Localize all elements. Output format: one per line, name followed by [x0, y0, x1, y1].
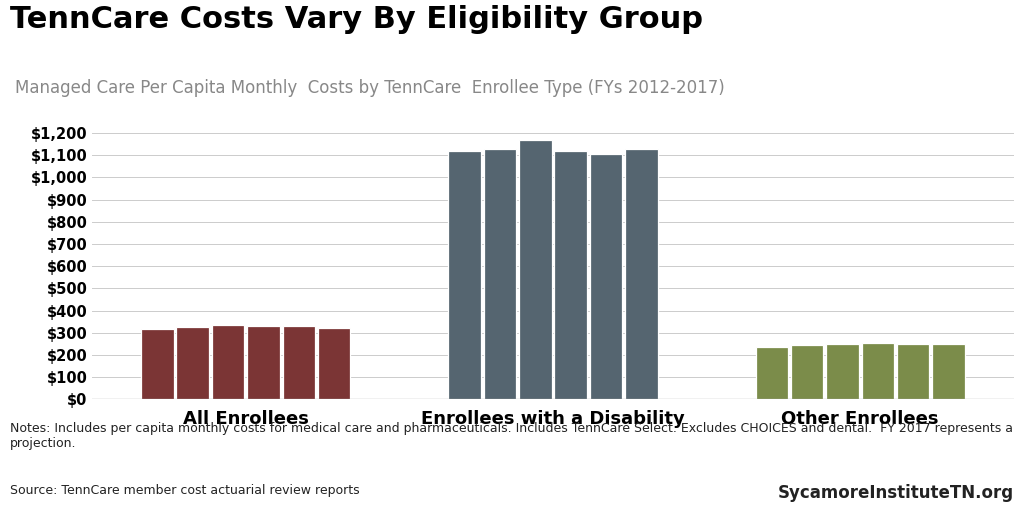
Text: Managed Care Per Capita Monthly  Costs by TennCare  Enrollee Type (FYs 2012-2017: Managed Care Per Capita Monthly Costs by…: [15, 79, 725, 97]
Text: SycamoreInstituteTN.org: SycamoreInstituteTN.org: [777, 484, 1014, 502]
Bar: [826, 344, 859, 399]
Bar: [861, 344, 894, 399]
Bar: [625, 149, 657, 399]
Bar: [247, 326, 280, 399]
Bar: [141, 329, 174, 399]
Bar: [791, 346, 823, 399]
Bar: [483, 149, 516, 399]
Bar: [590, 154, 623, 399]
Text: Source: TennCare member cost actuarial review reports: Source: TennCare member cost actuarial r…: [10, 484, 359, 497]
Text: TennCare Costs Vary By Eligibility Group: TennCare Costs Vary By Eligibility Group: [10, 5, 703, 34]
Bar: [519, 140, 552, 399]
Bar: [283, 326, 315, 399]
Bar: [756, 347, 788, 399]
Bar: [897, 345, 930, 399]
Bar: [176, 327, 209, 399]
Bar: [449, 152, 481, 399]
Bar: [932, 345, 965, 399]
Bar: [317, 328, 350, 399]
Bar: [212, 325, 245, 399]
Bar: [554, 152, 587, 399]
Text: Notes: Includes per capita monthly costs for medical care and pharmaceuticals. I: Notes: Includes per capita monthly costs…: [10, 422, 1013, 451]
